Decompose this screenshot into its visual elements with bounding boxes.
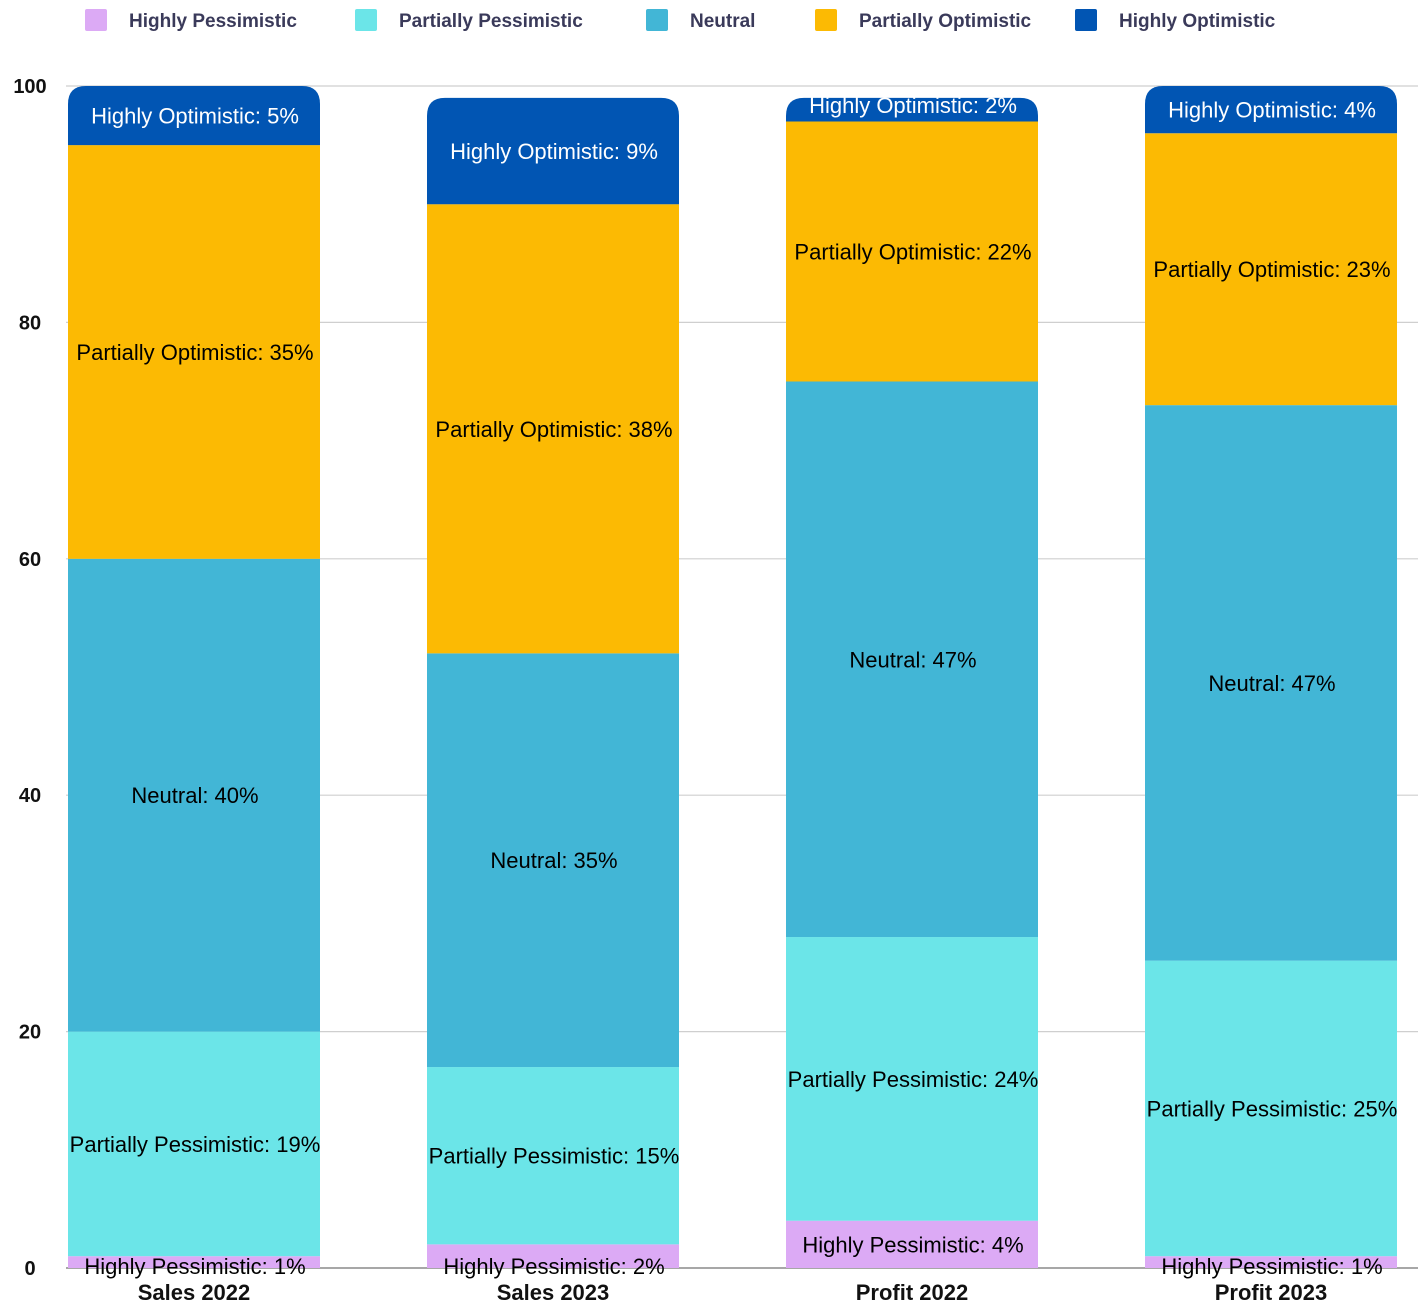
legend-swatch-highly-optimistic xyxy=(1075,9,1097,31)
y-tick-label-0: 0 xyxy=(24,1258,35,1280)
y-tick-label-20: 20 xyxy=(19,1022,41,1044)
data-label-sales-2023-highly-optimistic: Highly Optimistic: 9% xyxy=(450,139,658,164)
bar-sales-2023-highly-pessimistic xyxy=(427,1244,679,1268)
legend-swatch-highly-pessimistic xyxy=(85,9,107,31)
y-tick-label-80: 80 xyxy=(19,312,41,334)
data-label-profit-2023-partially-optimistic: Partially Optimistic: 23% xyxy=(1153,257,1390,282)
chart-legend: Highly Pessimistic Partially Pessimistic N… xyxy=(85,9,1276,32)
legend-item-partially-pessimistic: Partially Pessimistic xyxy=(355,9,583,32)
bar-profit-2022-highly-optimistic xyxy=(786,97,1038,122)
data-label-sales-2023-neutral: Neutral: 35% xyxy=(490,848,617,873)
x-tick-label-sales-2022: Sales 2022 xyxy=(138,1280,251,1303)
x-tick-label-profit-2023: Profit 2023 xyxy=(1215,1280,1328,1303)
data-label-profit-2022-neutral: Neutral: 47% xyxy=(849,647,976,672)
y-tick-label-40: 40 xyxy=(19,785,41,807)
bar-stack-sales-2023 xyxy=(427,97,679,1268)
bar-stacks xyxy=(68,86,1397,1268)
data-label-profit-2022-partially-pessimistic: Partially Pessimistic: 24% xyxy=(788,1067,1039,1092)
bar-profit-2023-partially-optimistic xyxy=(1145,133,1397,406)
data-label-profit-2023-highly-pessimistic: Highly Pessimistic: 1% xyxy=(1161,1254,1382,1279)
legend-item-partially-optimistic: Partially Optimistic xyxy=(815,9,1032,32)
data-label-sales-2023-highly-pessimistic: Highly Pessimistic: 2% xyxy=(443,1254,664,1279)
data-label-profit-2023-highly-optimistic: Highly Optimistic: 4% xyxy=(1168,98,1376,123)
bar-sales-2023-highly-optimistic xyxy=(427,97,679,205)
bar-profit-2022-partially-optimistic xyxy=(786,121,1038,382)
legend-item-highly-optimistic: Highly Optimistic xyxy=(1075,9,1276,32)
legend-label-highly-pessimistic: Highly Pessimistic xyxy=(129,11,297,32)
bar-stack-profit-2023 xyxy=(1145,86,1397,1268)
data-label-profit-2022-partially-optimistic: Partially Optimistic: 22% xyxy=(794,239,1031,264)
data-label-profit-2022-highly-optimistic: Highly Optimistic: 2% xyxy=(809,93,1017,118)
bar-profit-2022-partially-pessimistic xyxy=(786,937,1038,1221)
x-tick-label-sales-2023: Sales 2023 xyxy=(497,1280,610,1303)
bar-sales-2022-neutral xyxy=(68,558,320,1032)
legend-label-partially-optimistic: Partially Optimistic xyxy=(859,11,1032,32)
data-label-sales-2023-partially-optimistic: Partially Optimistic: 38% xyxy=(435,417,672,442)
bar-profit-2023-partially-pessimistic xyxy=(1145,960,1397,1257)
bar-sales-2022-partially-optimistic xyxy=(68,145,320,559)
y-axis-ticks: 0 20 40 60 80 100 xyxy=(13,76,46,1280)
legend-item-highly-pessimistic: Highly Pessimistic xyxy=(85,9,297,32)
bar-profit-2022-neutral xyxy=(786,381,1038,938)
legend-swatch-partially-optimistic xyxy=(815,9,837,31)
data-label-profit-2023-partially-pessimistic: Partially Pessimistic: 25% xyxy=(1147,1096,1398,1121)
y-tick-label-60: 60 xyxy=(19,549,41,571)
bar-sales-2023-neutral xyxy=(427,653,679,1068)
legend-label-partially-pessimistic: Partially Pessimistic xyxy=(399,11,583,32)
legend-label-neutral: Neutral xyxy=(690,11,755,32)
data-label-sales-2022-highly-pessimistic: Highly Pessimistic: 1% xyxy=(84,1254,305,1279)
bar-sales-2023-partially-pessimistic xyxy=(427,1067,679,1245)
bar-stack-profit-2022 xyxy=(786,97,1038,1268)
x-tick-label-profit-2022: Profit 2022 xyxy=(856,1280,969,1303)
data-label-sales-2022-partially-optimistic: Partially Optimistic: 35% xyxy=(76,340,313,365)
data-label-profit-2022-highly-pessimistic: Highly Pessimistic: 4% xyxy=(802,1232,1023,1257)
bar-profit-2023-highly-optimistic xyxy=(1145,86,1397,134)
y-tick-label-100: 100 xyxy=(13,76,46,98)
data-label-sales-2023-partially-pessimistic: Partially Pessimistic: 15% xyxy=(429,1144,680,1169)
bar-profit-2022-highly-pessimistic xyxy=(786,1220,1038,1268)
legend-item-neutral: Neutral xyxy=(646,9,755,32)
bar-profit-2023-neutral xyxy=(1145,405,1397,961)
bar-sales-2022-highly-pessimistic xyxy=(68,1256,320,1268)
bar-sales-2022-partially-pessimistic xyxy=(68,1031,320,1257)
data-label-profit-2023-neutral: Neutral: 47% xyxy=(1208,671,1335,696)
data-label-sales-2022-highly-optimistic: Highly Optimistic: 5% xyxy=(91,104,299,129)
legend-swatch-neutral xyxy=(646,9,668,31)
data-label-sales-2022-partially-pessimistic: Partially Pessimistic: 19% xyxy=(70,1132,321,1157)
segment-labels: Highly Pessimistic: 1% Partially Pessimis… xyxy=(70,93,1398,1279)
data-label-sales-2022-neutral: Neutral: 40% xyxy=(131,783,258,808)
legend-label-highly-optimistic: Highly Optimistic xyxy=(1119,11,1276,32)
bar-profit-2023-highly-pessimistic xyxy=(1145,1256,1397,1268)
legend-swatch-partially-pessimistic xyxy=(355,9,377,31)
bar-sales-2022-highly-optimistic xyxy=(68,86,320,146)
bar-stack-sales-2022 xyxy=(68,86,320,1268)
bar-sales-2023-partially-optimistic xyxy=(427,204,679,654)
x-axis-labels: Sales 2022 Sales 2023 Profit 2022 Profit 20… xyxy=(138,1280,1328,1303)
